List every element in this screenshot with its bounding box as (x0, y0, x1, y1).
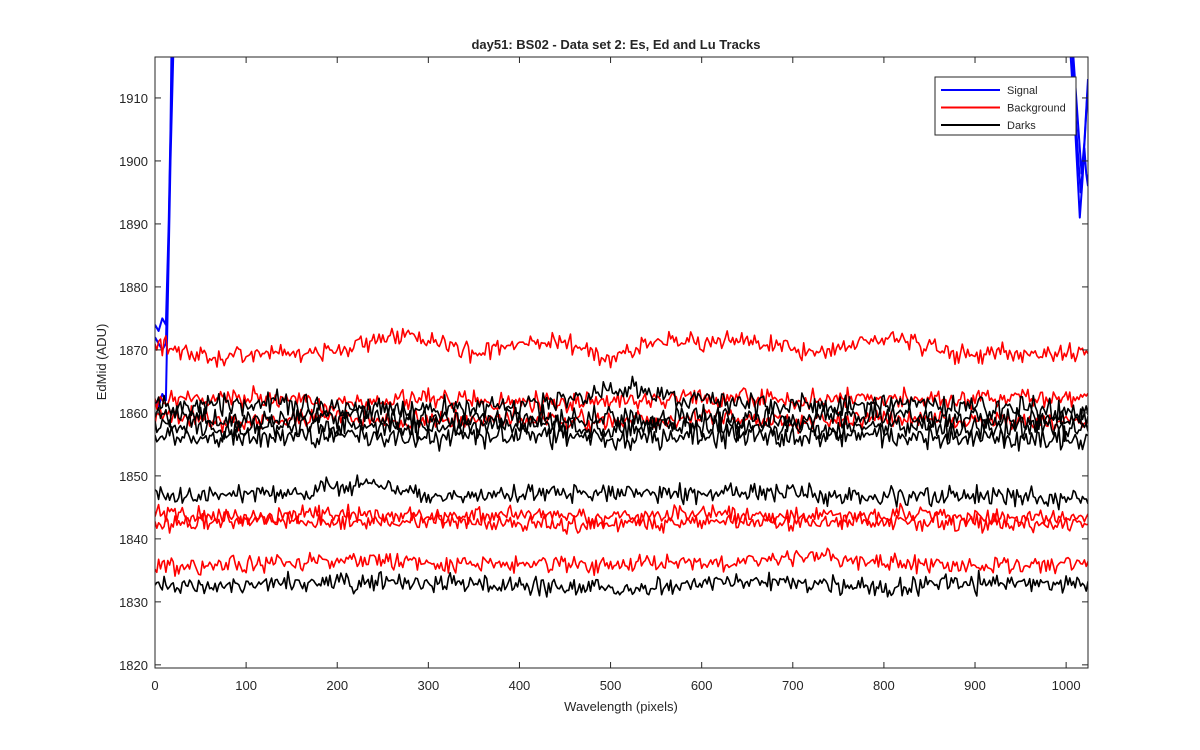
x-tick-label: 300 (417, 678, 439, 693)
x-tick-label: 200 (326, 678, 348, 693)
series-line-signal (155, 57, 175, 408)
y-tick-label: 1830 (119, 595, 148, 610)
x-tick-label: 900 (964, 678, 986, 693)
chart-title: day51: BS02 - Data set 2: Es, Ed and Lu … (471, 37, 760, 52)
y-tick-label: 1820 (119, 658, 148, 673)
series-line-background (155, 327, 1088, 369)
x-tick-label: 500 (600, 678, 622, 693)
x-tick-label: 1000 (1052, 678, 1081, 693)
legend-label: Darks (1007, 120, 1036, 132)
y-tick-label: 1880 (119, 280, 148, 295)
y-tick-label: 1860 (119, 406, 148, 421)
series-line-background (155, 502, 1088, 528)
axes-box (154, 56, 1089, 669)
x-axis-label: Wavelength (pixels) (564, 699, 678, 714)
x-tick-label: 700 (782, 678, 804, 693)
x-tick-label: 400 (509, 678, 531, 693)
series-line-background (155, 508, 1088, 535)
legend-label: Signal (1007, 85, 1038, 97)
legend-label: Background (1007, 103, 1066, 115)
y-tick-label: 1900 (119, 154, 148, 169)
series-line-signal (1072, 57, 1088, 175)
series-line-darks (155, 421, 1088, 452)
y-tick-label: 1870 (119, 343, 148, 358)
y-tick-label: 1890 (119, 217, 148, 232)
series-line-darks (155, 569, 1088, 598)
series-layer (155, 57, 1088, 598)
y-tick-label: 1840 (119, 532, 148, 547)
x-tick-label: 0 (151, 678, 158, 693)
y-tick-label: 1910 (119, 91, 148, 106)
y-axis-label: EdMid (ADU) (94, 324, 109, 401)
series-line-darks (155, 401, 1088, 434)
plot-area (155, 57, 1088, 668)
x-tick-label: 100 (235, 678, 257, 693)
y-axis: 1820 1830 1840 1850 1860 1870 1880 1890 1900 1910 (119, 91, 1088, 673)
x-tick-label: 600 (691, 678, 713, 693)
x-tick-label: 800 (873, 678, 895, 693)
legend: Signal Background Darks (934, 76, 1077, 136)
series-line-background (155, 385, 1088, 417)
y-tick-label: 1850 (119, 469, 148, 484)
series-line-darks (155, 474, 1088, 511)
series-line-background (155, 547, 1088, 577)
